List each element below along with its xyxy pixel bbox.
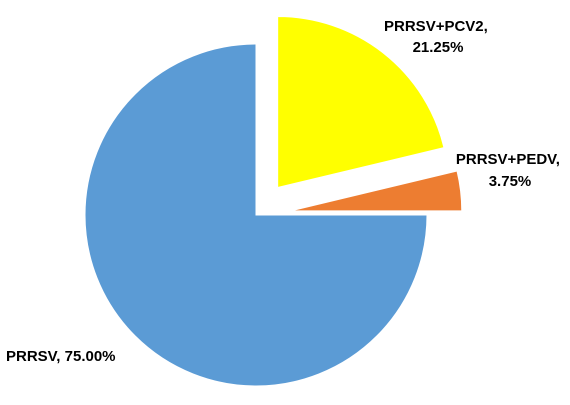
label-prrsv-pedv-line2: 3.75% (489, 173, 532, 190)
label-prrsv-pcv2: PRRSV+PCV2, 21.25% (384, 18, 492, 56)
label-prrsv-pcv2-line2: 21.25% (413, 39, 464, 56)
label-prrsv: PRRSV, 75.00% (6, 348, 116, 365)
pie-slices (84, 16, 463, 387)
pie-slice-prrsv-pedv (290, 170, 463, 212)
label-prrsv-pcv2-line1: PRRSV+PCV2, (384, 18, 488, 35)
pie-slice-prrsv (84, 43, 428, 387)
label-prrsv-pedv-line1: PRRSV+PEDV, (456, 151, 560, 168)
label-prrsv-line1: PRRSV, 75.00% (6, 348, 116, 365)
label-prrsv-pedv: PRRSV+PEDV, 3.75% (456, 151, 564, 190)
pie-slice-prrsv-pcv2 (277, 16, 445, 189)
